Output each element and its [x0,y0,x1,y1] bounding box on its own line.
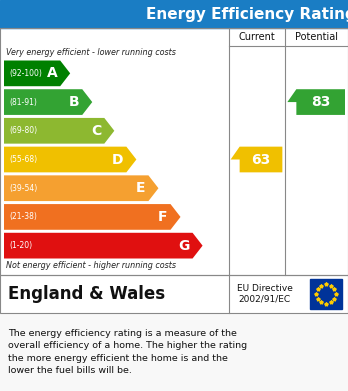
Text: (1-20): (1-20) [9,241,32,250]
Polygon shape [4,233,203,258]
Bar [0,313,348,391]
Text: D: D [112,152,124,167]
Text: 83: 83 [311,95,330,109]
Text: 63: 63 [251,152,271,167]
Polygon shape [231,147,282,172]
Text: Energy Efficiency Rating: Energy Efficiency Rating [146,7,348,22]
Bar [0,0,348,28]
Text: F: F [158,210,167,224]
Text: Potential: Potential [295,32,338,42]
Text: EU Directive
2002/91/EC: EU Directive 2002/91/EC [237,284,293,304]
Text: Not energy efficient - higher running costs: Not energy efficient - higher running co… [6,261,176,270]
Bar [0,275,348,313]
Text: England & Wales: England & Wales [8,285,165,303]
Polygon shape [4,204,181,230]
Text: (39-54): (39-54) [9,184,37,193]
Polygon shape [4,61,70,86]
Bar [0,28,348,275]
Text: C: C [91,124,101,138]
Text: (55-68): (55-68) [9,155,37,164]
Text: (69-80): (69-80) [9,126,37,135]
Text: A: A [46,66,57,81]
Polygon shape [287,89,345,115]
Bar [310,279,342,309]
Text: G: G [178,239,190,253]
Polygon shape [4,118,114,143]
Text: Current: Current [239,32,275,42]
Bar [0,275,348,313]
Polygon shape [4,147,136,172]
Text: The energy efficiency rating is a measure of the
overall efficiency of a home. T: The energy efficiency rating is a measur… [8,329,247,375]
Text: (81-91): (81-91) [9,98,37,107]
Polygon shape [4,175,158,201]
Text: (21-38): (21-38) [9,212,37,221]
Text: E: E [136,181,145,195]
Text: B: B [69,95,79,109]
Text: Very energy efficient - lower running costs: Very energy efficient - lower running co… [6,48,176,57]
Polygon shape [4,89,92,115]
Text: (92-100): (92-100) [9,69,42,78]
